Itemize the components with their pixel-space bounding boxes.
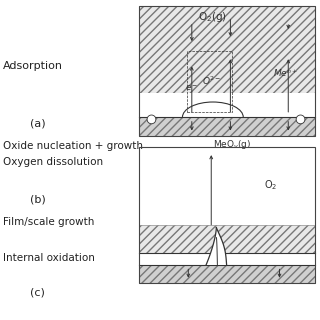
Text: Adsorption: Adsorption [3,60,63,71]
Bar [139,147,315,283]
Text: Me$^{n+}$: Me$^{n+}$ [273,68,298,79]
Bar [139,6,315,117]
Bar [187,52,232,112]
Text: (a): (a) [30,118,46,128]
Text: MeO$_v$(g): MeO$_v$(g) [213,138,251,151]
Text: Oxygen dissolution: Oxygen dissolution [3,156,103,167]
Text: Oxide nucleation + growth: Oxide nucleation + growth [3,140,143,151]
Text: O$_2$(g): O$_2$(g) [198,10,227,24]
Polygon shape [206,228,227,265]
Text: (c): (c) [30,288,45,298]
Text: Film/scale growth: Film/scale growth [3,217,95,228]
Text: O$^{2-}$: O$^{2-}$ [202,75,220,87]
Text: e$^-$: e$^-$ [185,83,198,93]
Text: Internal oxidation: Internal oxidation [3,252,95,263]
Text: (b): (b) [30,195,46,205]
Bar [139,117,315,136]
Bar [139,253,315,265]
Circle shape [296,115,305,124]
Bar [139,93,315,117]
Text: O$_2$: O$_2$ [264,178,277,192]
Bar [139,6,315,136]
Bar [139,225,315,253]
Bar [139,265,315,283]
Circle shape [147,115,156,124]
